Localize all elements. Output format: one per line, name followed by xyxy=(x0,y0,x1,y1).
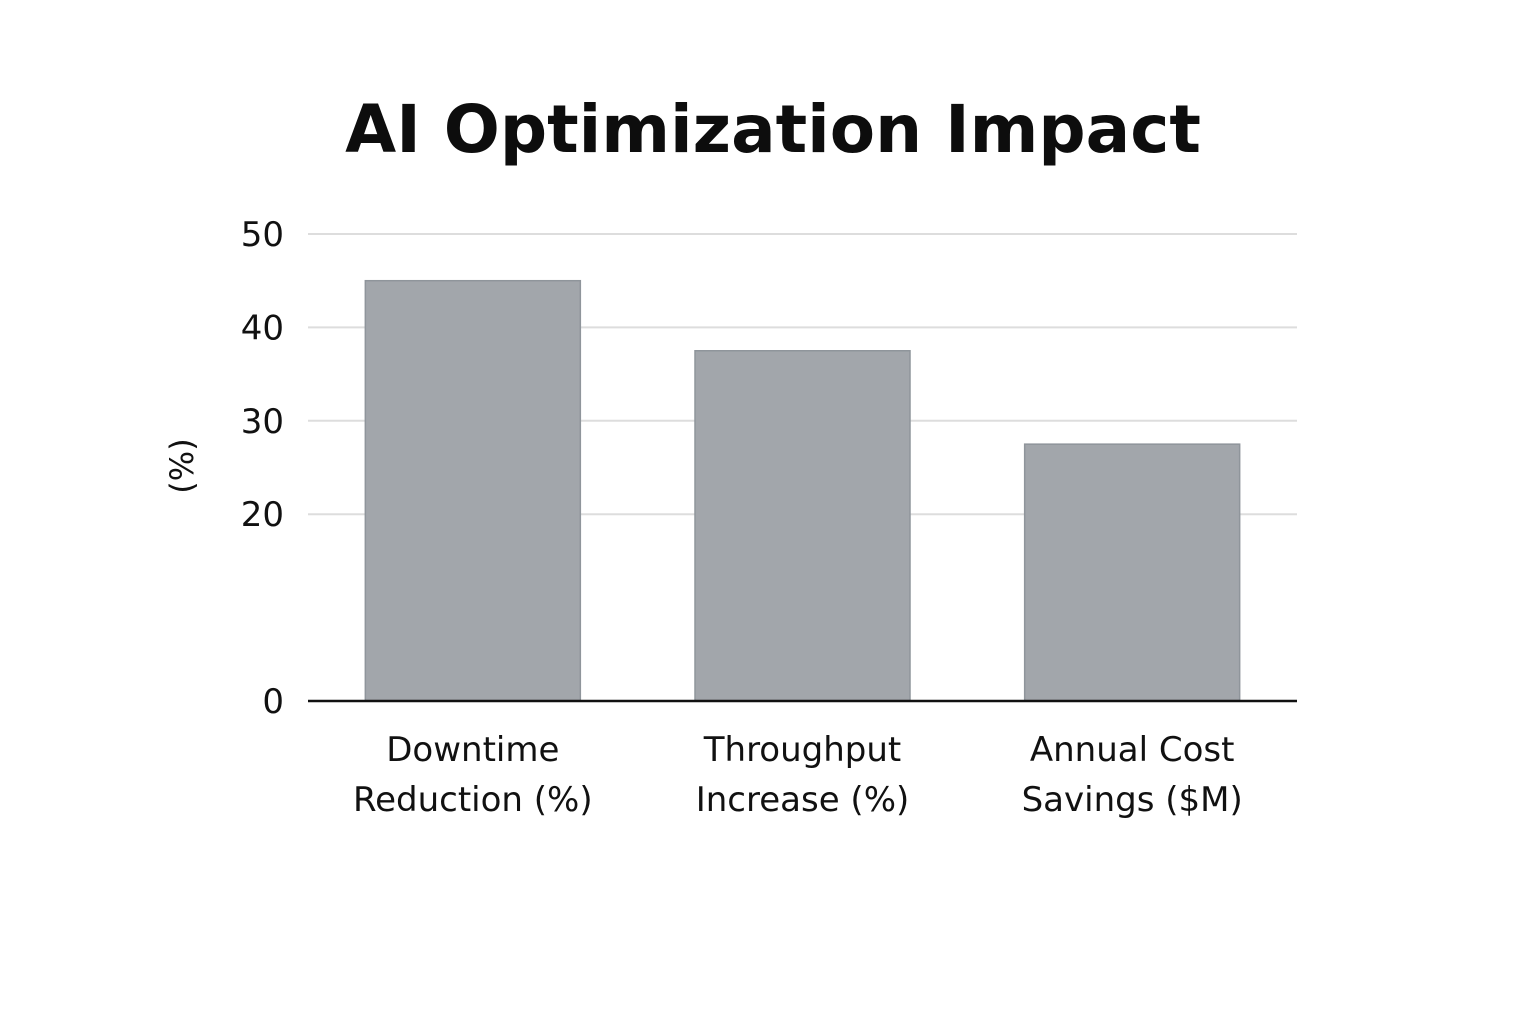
y-tick-label: 20 xyxy=(241,495,284,535)
x-category-label-line: Savings ($M) xyxy=(1022,780,1243,820)
x-category-label: Downtime Reduction (%) xyxy=(353,730,593,820)
y-axis-ticks: 0 20 30 40 50 xyxy=(241,215,284,722)
x-category-label-line: Increase (%) xyxy=(696,780,910,820)
x-category-label: Annual Cost Savings ($M) xyxy=(1022,730,1243,820)
chart-title: AI Optimization Impact xyxy=(345,91,1201,168)
x-category-label-line: Annual Cost xyxy=(1030,730,1235,770)
x-category-label-line: Reduction (%) xyxy=(353,780,593,820)
x-axis-categories: Downtime Reduction (%) Throughput Increase … xyxy=(353,730,1243,820)
x-category-label-line: Throughput xyxy=(703,730,902,770)
bar-2 xyxy=(1023,443,1241,702)
y-tick-label: 40 xyxy=(241,308,284,348)
bars xyxy=(364,279,1241,702)
x-category-label-line: Downtime xyxy=(386,730,559,770)
bar-0 xyxy=(364,279,582,702)
y-tick-label: 0 xyxy=(262,682,284,722)
bar-1 xyxy=(694,350,911,702)
y-tick-label: 30 xyxy=(241,402,284,442)
y-axis-title: (%) xyxy=(163,438,201,493)
y-tick-label: 50 xyxy=(241,215,284,255)
x-category-label: Throughput Increase (%) xyxy=(696,730,910,820)
